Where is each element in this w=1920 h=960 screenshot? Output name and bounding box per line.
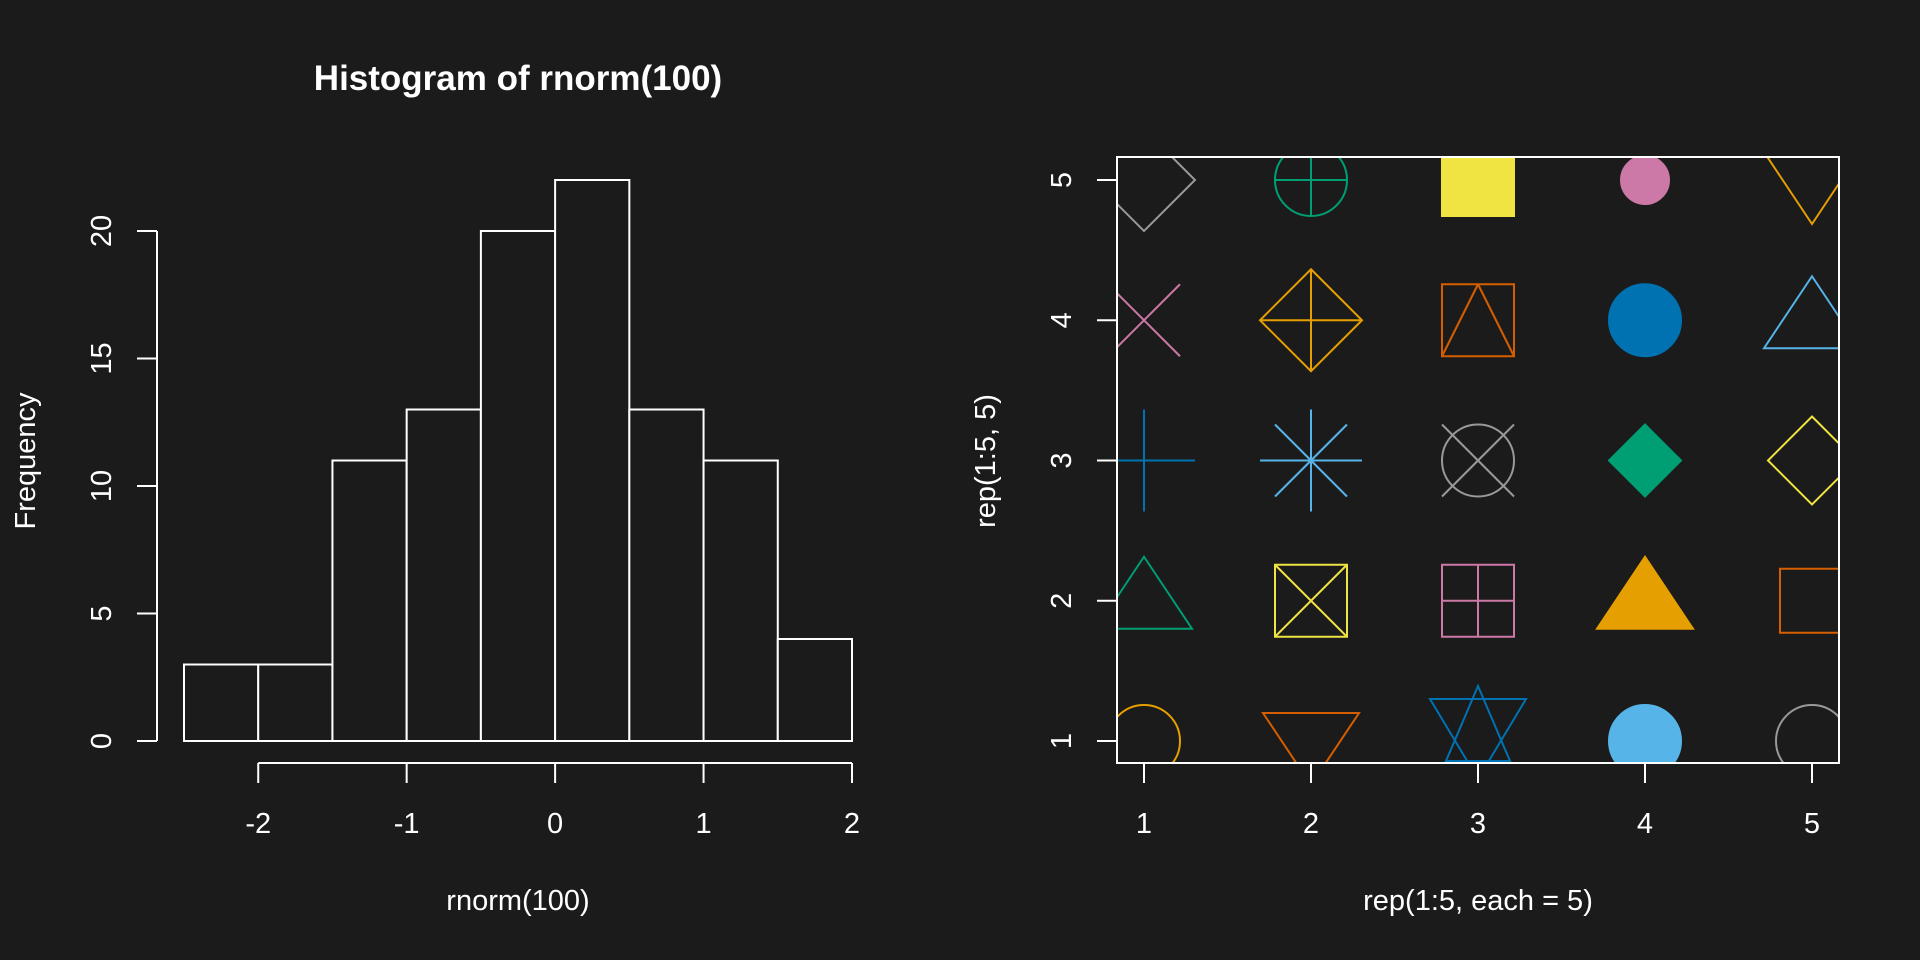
histogram-bar — [628, 408, 705, 742]
histogram-y-tick-label: 0 — [86, 733, 118, 749]
symbol-pch-14 — [1441, 283, 1515, 358]
symbol-pch-16 — [1608, 704, 1682, 763]
symbol-pch-20 — [1620, 157, 1670, 205]
histogram-bar — [405, 408, 482, 742]
histogram-y-tick-label: 15 — [86, 342, 118, 374]
scatter-y-tick-label: 5 — [1046, 172, 1078, 188]
symbol-pch-21 — [1775, 704, 1839, 763]
scatter-y-tick-label: 2 — [1046, 593, 1078, 609]
scatter-y-label: rep(1:5, 5) — [970, 394, 1002, 528]
histogram-bar — [257, 663, 334, 742]
symbol-pch-5 — [1117, 157, 1197, 233]
symbol-pch-7 — [1274, 563, 1348, 638]
histogram-x-tick-label: 0 — [547, 808, 563, 840]
histogram-bar — [479, 230, 557, 742]
symbol-pch-22 — [1779, 567, 1839, 634]
scatter-x-label: rep(1:5, each = 5) — [1363, 885, 1593, 917]
histogram-y-tick-label: 10 — [86, 470, 118, 502]
histogram-y-tick-label: 20 — [86, 215, 118, 247]
histogram-bar — [183, 663, 260, 742]
histogram-y-tick-label: 5 — [86, 605, 118, 621]
scatter-panel: rep(1:5, each = 5) rep(1:5, 5) 1 2 3 4 5 1 2 3… — [970, 156, 1840, 917]
symbol-pch-12 — [1441, 563, 1515, 638]
symbol-pch-18 — [1607, 423, 1683, 498]
symbol-pch-13 — [1441, 423, 1515, 498]
scatter-x-tick-label: 1 — [1136, 808, 1152, 840]
scatter-x-tick-label: 4 — [1637, 808, 1653, 840]
histogram-x-tick-label: 2 — [844, 808, 860, 840]
histogram-bar — [702, 459, 779, 742]
scatter-y-tick-label: 3 — [1046, 452, 1078, 468]
scatter-y-tick-label: 4 — [1046, 312, 1078, 328]
histogram-y-axis: 0 5 10 15 20 — [86, 215, 158, 749]
symbol-pch-1 — [1117, 704, 1181, 763]
histogram-bar — [776, 638, 853, 742]
scatter-x-tick-label: 2 — [1303, 808, 1319, 840]
symbol-pch-8 — [1260, 409, 1362, 512]
histogram-panel: Histogram of rnorm(100) rnorm(100) Frequ… — [10, 59, 860, 917]
symbol-pch-24 — [1762, 274, 1839, 350]
histogram-bars — [183, 179, 853, 742]
scatter-x-axis: 1 2 3 4 5 — [1136, 763, 1820, 840]
symbol-pch-25 — [1766, 157, 1839, 226]
histogram-x-tick-label: -2 — [245, 808, 271, 840]
symbol-pch-9 — [1258, 267, 1364, 373]
histogram-bar — [331, 459, 408, 742]
scatter-x-tick-label: 5 — [1804, 808, 1820, 840]
scatter-x-tick-label: 3 — [1470, 808, 1486, 840]
scatter-y-axis: 1 2 3 4 5 — [1046, 172, 1117, 749]
symbol-pch-11 — [1428, 683, 1528, 763]
symbol-pch-19 — [1608, 283, 1682, 358]
symbol-pch-15 — [1441, 157, 1515, 217]
symbol-pch-10 — [1274, 157, 1348, 217]
scatter-points — [1117, 157, 1839, 763]
symbol-pch-2 — [1117, 554, 1194, 630]
histogram-x-axis: -2 -1 0 1 2 — [245, 762, 860, 840]
scatter-y-tick-label: 1 — [1046, 733, 1078, 749]
histogram-x-tick-label: -1 — [394, 808, 420, 840]
symbol-pch-23 — [1766, 415, 1839, 506]
symbol-pch-17 — [1595, 554, 1695, 630]
histogram-x-tick-label: 1 — [695, 808, 711, 840]
symbol-pch-6 — [1261, 712, 1361, 763]
histogram-title: Histogram of rnorm(100) — [314, 59, 722, 98]
histogram-y-label: Frequency — [10, 392, 42, 530]
histogram-bar — [554, 179, 631, 742]
symbol-pch-4 — [1117, 283, 1181, 357]
symbol-pch-3 — [1117, 409, 1195, 512]
histogram-x-label: rnorm(100) — [446, 885, 589, 917]
